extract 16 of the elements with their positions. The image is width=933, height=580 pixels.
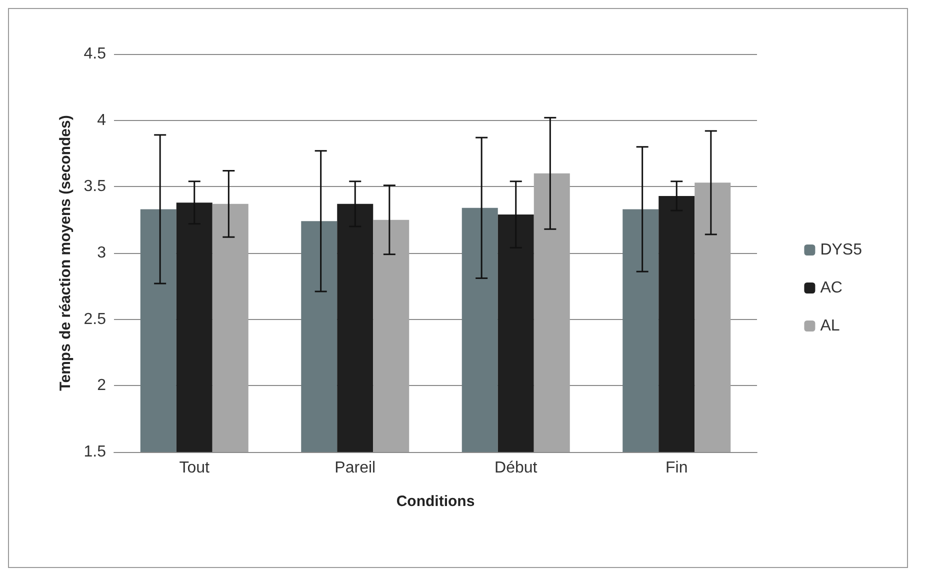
x-tick-label: Fin (666, 460, 688, 476)
y-tick-label: 2 (97, 377, 106, 394)
legend-label: AL (820, 318, 840, 334)
y-axis-title: Temps de réaction moyens (secondes) (56, 115, 74, 391)
x-tick-label: Tout (179, 460, 210, 476)
x-axis-title: Conditions (396, 493, 475, 510)
x-tick-label: Début (494, 460, 538, 476)
y-tick-label: 3 (97, 244, 106, 262)
y-tick-label: 2.5 (84, 310, 106, 328)
y-tick-label: 4.5 (84, 46, 106, 62)
y-tick-label: 4 (97, 112, 106, 129)
y-tick-label: 3.5 (84, 178, 106, 196)
legend-label: AC (820, 280, 842, 296)
x-tick-label: Pareil (334, 460, 376, 476)
legend-label: DYS5 (820, 242, 862, 258)
y-tick-label: 1.5 (84, 444, 106, 460)
